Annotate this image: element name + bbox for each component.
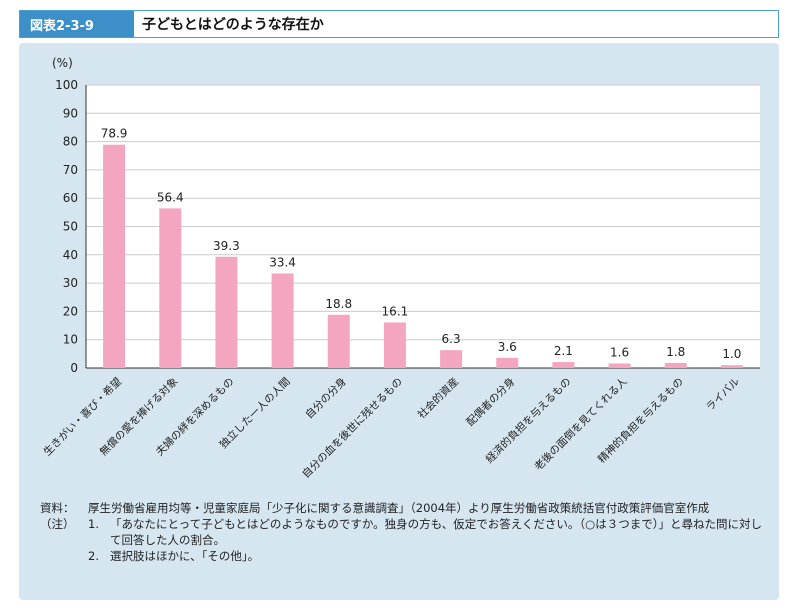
source-text: 厚生労働省雇用均等・児童家庭局「少子化に関する意識調査」（2004年）より厚生労… (88, 501, 710, 515)
bar (496, 357, 519, 368)
figure-label: 図表2-3-9 (20, 11, 134, 37)
bar (103, 144, 126, 368)
bar-value-label: 6.3 (442, 332, 461, 346)
figure-header: 図表2-3-9 子どもとはどのような存在か (19, 10, 779, 38)
bar (159, 208, 182, 368)
bar-value-label: 18.8 (325, 297, 352, 311)
source-note: 資料： 厚生労働省雇用均等・児童家庭局「少子化に関する意識調査」（2004年）よ… (40, 500, 770, 516)
note-2: 2. 選択肢はほかに、「その他」。 (40, 548, 770, 564)
bar-value-label: 1.0 (722, 347, 741, 361)
bar-value-label: 3.6 (498, 340, 517, 354)
bar-value-label: 1.6 (610, 345, 629, 359)
bar-value-label: 39.3 (213, 239, 240, 253)
x-tick-label: 老後の面倒を見てくれる人 (532, 375, 630, 473)
bar (383, 322, 406, 368)
notes-block: 資料： 厚生労働省雇用均等・児童家庭局「少子化に関する意識調査」（2004年）よ… (40, 500, 770, 564)
y-tick-label: 30 (63, 276, 78, 290)
y-axis-label: (%) (52, 56, 73, 70)
x-tick-label: 社会的資産 (415, 375, 461, 421)
y-tick-label: 20 (63, 304, 78, 318)
bar-value-label: 16.1 (382, 304, 409, 318)
figure-title: 子どもとはどのような存在か (142, 17, 324, 33)
y-tick-label: 100 (55, 78, 78, 92)
bar (608, 363, 631, 368)
x-tick-label: ライバル (704, 376, 742, 414)
bar-value-label: 1.8 (666, 345, 685, 359)
y-tick-label: 10 (63, 333, 78, 347)
bar (552, 362, 575, 368)
y-tick-label: 60 (63, 191, 78, 205)
note-1-text: 「あなたにとって子どもとはどのようなものですか。独身の方も、仮定でお答えください… (110, 517, 762, 547)
note-2-num: 2. (88, 549, 99, 563)
y-tick-label: 0 (70, 361, 78, 375)
bar-value-label: 56.4 (157, 190, 184, 204)
x-tick-label: 配偶者の分身 (464, 375, 518, 429)
x-tick-label: 自分の血を後世に残せるもの (299, 375, 405, 481)
y-tick-label: 40 (63, 248, 78, 262)
y-tick-label: 90 (63, 106, 78, 120)
bar (664, 362, 687, 368)
x-tick-label: 自分の分身 (303, 375, 349, 421)
bar (271, 273, 294, 368)
bar-layer (103, 144, 743, 368)
y-tick-label: 80 (63, 135, 78, 149)
axis-layer: 0 10 20 30 40 50 60 70 80 90 100 (%) (52, 56, 760, 375)
note-head: （注） (40, 517, 75, 531)
note-1-num: 1. (88, 517, 99, 531)
bar (720, 365, 743, 368)
chart-panel: 0 10 20 30 40 50 60 70 80 90 100 (%) 78.9 生きがい・喜び・希望… (19, 43, 779, 600)
bar-value-label: 78.9 (101, 127, 128, 141)
note-1: （注） 1. 「あなたにとって子どもとはどのようなものですか。独身の方も、仮定で… (40, 516, 770, 548)
bar (327, 314, 350, 368)
y-tick-label: 70 (63, 163, 78, 177)
bar-value-label: 33.4 (269, 255, 296, 269)
bar (215, 256, 238, 368)
source-head: 資料： (40, 501, 75, 515)
y-tick-label: 50 (63, 220, 78, 234)
note-2-text: 選択肢はほかに、「その他」。 (110, 549, 260, 563)
bar (440, 350, 463, 368)
bar-value-label: 2.1 (554, 344, 573, 358)
grid-layer (86, 84, 760, 369)
